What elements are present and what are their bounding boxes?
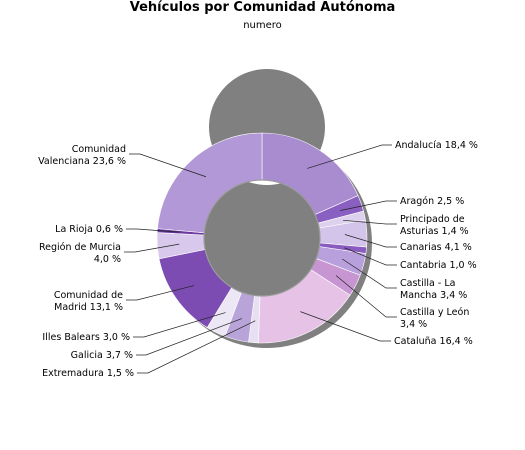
callout-label-line: Madrid 13,1 % bbox=[54, 302, 123, 313]
callout-label-line: Valenciana 23,6 % bbox=[38, 156, 126, 167]
callout-label-line: Castilla y León bbox=[400, 307, 469, 318]
callout-label-line: Illes Balears 3,0 % bbox=[42, 332, 130, 343]
callout-label-line: Canarias 4,1 % bbox=[400, 242, 472, 253]
callout-line bbox=[133, 312, 226, 338]
callout-label-line: 4,0 % bbox=[94, 254, 121, 265]
callout-label: Principado de Asturias 1,4 % bbox=[400, 214, 469, 237]
donut-inner-rim bbox=[203, 179, 321, 297]
callout-label: Canarias 4,1 % bbox=[400, 242, 472, 253]
callout-label-line: Cantabria 1,0 % bbox=[400, 260, 477, 271]
callout-line bbox=[343, 219, 397, 225]
callout-label: Cantabria 1,0 % bbox=[400, 260, 477, 271]
callout-line bbox=[300, 311, 391, 342]
callout-label: Cataluña 16,4 % bbox=[394, 336, 473, 347]
callout-label: Aragón 2,5 % bbox=[400, 196, 464, 207]
callout-line bbox=[342, 258, 397, 289]
callout-line bbox=[129, 153, 207, 178]
callout-line bbox=[136, 318, 243, 356]
callout-label-line: Galicia 3,7 % bbox=[71, 350, 133, 361]
callout-label: Illes Balears 3,0 % bbox=[42, 332, 130, 343]
callout-line bbox=[307, 144, 392, 169]
callout-label-line: Región de Murcia bbox=[39, 242, 121, 253]
callout-label-line: Cataluña 16,4 % bbox=[394, 336, 473, 347]
callout-label: Comunidad de Madrid 13,1 % bbox=[54, 290, 123, 313]
callout-line bbox=[344, 234, 397, 248]
callout-label: Comunidad Valenciana 23,6 % bbox=[38, 144, 126, 167]
callout-line bbox=[340, 200, 397, 211]
chart-subtitle: numero bbox=[243, 20, 282, 31]
callout-label-line: Comunidad bbox=[72, 144, 126, 155]
callout-label: La Rioja 0,6 % bbox=[55, 224, 123, 235]
callout-label-line: Asturias 1,4 % bbox=[400, 226, 469, 237]
callout-label-line: Mancha 3,4 % bbox=[400, 290, 467, 301]
callout-label-line: Extremadura 1,5 % bbox=[42, 368, 134, 379]
callout-label: Galicia 3,7 % bbox=[71, 350, 133, 361]
callout-label: Extremadura 1,5 % bbox=[42, 368, 134, 379]
callout-label-line: Andalucía 18,4 % bbox=[395, 140, 478, 151]
callout-line bbox=[137, 320, 256, 374]
callout-label-line: 3,4 % bbox=[400, 319, 427, 330]
callout-label: Castilla y León 3,4 % bbox=[400, 307, 469, 330]
callout-label-line: Aragón 2,5 % bbox=[400, 196, 464, 207]
callout-line bbox=[344, 247, 397, 266]
callout-label-line: Principado de bbox=[400, 214, 465, 225]
callout-line bbox=[124, 243, 180, 253]
callout-label: Región de Murcia 4,0 % bbox=[39, 242, 121, 265]
callout-label-line: Comunidad de bbox=[54, 290, 123, 301]
callout-label-line: La Rioja 0,6 % bbox=[55, 224, 123, 235]
callout-line bbox=[126, 228, 180, 233]
callout-line bbox=[126, 285, 195, 301]
callout-label-line: Castilla - La bbox=[400, 278, 455, 289]
callout-label: Castilla - La Mancha 3,4 % bbox=[400, 278, 467, 301]
callout-line bbox=[335, 275, 397, 318]
callout-label: Andalucía 18,4 % bbox=[395, 140, 478, 151]
chart-title: Vehículos por Comunidad Autónoma bbox=[129, 0, 396, 15]
